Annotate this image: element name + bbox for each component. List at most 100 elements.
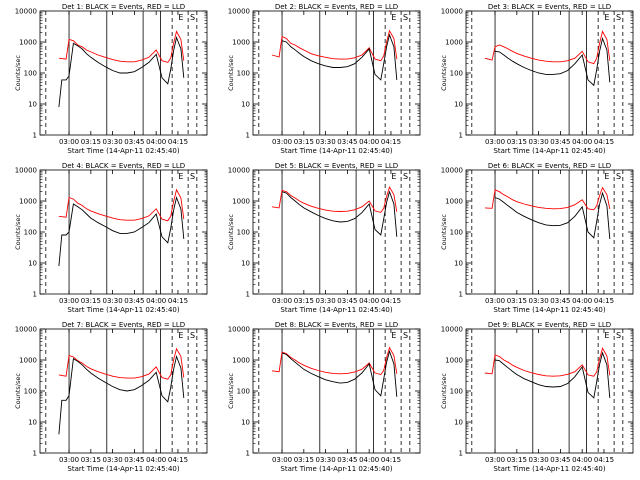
panel-det-1: Det 1: BLACK = Events, RED = LLD E S 1 10 100… [14, 3, 208, 155]
x-tick-label: 03:30 [103, 138, 123, 146]
y-tick-label: 10 [454, 260, 463, 268]
x-axis-label: Start Time (14-Apr-11 02:45:40) [280, 465, 392, 473]
y-tick-label: 1000 [445, 39, 463, 47]
x-tick-label: 04:15 [168, 456, 188, 464]
y-tick-label: 100 [450, 70, 463, 78]
x-tick-label: 03:15 [294, 456, 314, 464]
panel-title: Det 3: BLACK = Events, RED = LLD [488, 3, 611, 11]
x-tick-label: 03:15 [507, 456, 527, 464]
y-tick-label: 1 [246, 132, 250, 140]
series-line-events [281, 190, 398, 237]
series-line-events [494, 351, 611, 399]
panel-title: Det 9: BLACK = Events, RED = LLD [488, 321, 611, 329]
y-axis-label: Counts/sec [440, 214, 448, 250]
y-tick-label: 1 [459, 132, 463, 140]
x-tick-label: 03:45 [337, 456, 357, 464]
x-tick-label: 03:45 [337, 297, 357, 305]
plot-frame [39, 328, 208, 454]
y-tick-label: 100 [24, 70, 37, 78]
x-tick-label: 04:00 [146, 138, 166, 146]
y-tick-label: 10 [28, 419, 37, 427]
plot-frame [465, 10, 634, 136]
y-tick-label: 1000 [19, 39, 37, 47]
y-tick-label: 10000 [228, 326, 250, 334]
region-letter: E [604, 331, 609, 340]
x-axis-label: Start Time (14-Apr-11 02:45:40) [67, 306, 179, 314]
region-letter: E [178, 172, 183, 181]
series-line-events [494, 191, 611, 239]
y-tick-label: 100 [24, 388, 37, 396]
x-axis-label: Start Time (14-Apr-11 02:45:40) [67, 147, 179, 155]
x-tick-label: 03:00 [485, 138, 505, 146]
panel-title: Det 6: BLACK = Events, RED = LLD [488, 162, 611, 170]
plot-frame [465, 169, 634, 295]
y-axis-label: Counts/sec [227, 214, 235, 250]
x-tick-label: 03:30 [529, 297, 549, 305]
y-axis-label: Counts/sec [14, 373, 22, 409]
region-letter: S [403, 13, 408, 22]
x-axis-label: Start Time (14-Apr-11 02:45:40) [280, 147, 392, 155]
x-tick-label: 03:45 [550, 297, 570, 305]
y-tick-label: 1000 [232, 198, 250, 206]
y-tick-label: 100 [237, 229, 250, 237]
region-letter: S [190, 13, 195, 22]
x-tick-label: 04:00 [572, 138, 592, 146]
x-tick-label: 03:30 [316, 138, 336, 146]
y-axis-label: Counts/sec [440, 55, 448, 91]
x-axis-label: Start Time (14-Apr-11 02:45:40) [67, 465, 179, 473]
x-tick-label: 03:15 [81, 297, 101, 305]
panel-det-9: Det 9: BLACK = Events, RED = LLD E S 1 10 100… [440, 321, 634, 473]
x-tick-label: 03:00 [485, 456, 505, 464]
y-tick-label: 100 [450, 229, 463, 237]
region-letter: E [391, 331, 396, 340]
x-tick-label: 04:00 [146, 297, 166, 305]
region-letter: E [391, 172, 396, 181]
y-tick-label: 10 [28, 101, 37, 109]
x-tick-label: 03:30 [103, 297, 123, 305]
panel-title: Det 4: BLACK = Events, RED = LLD [62, 162, 185, 170]
series-line-lld [484, 347, 611, 377]
y-tick-label: 10 [454, 101, 463, 109]
x-tick-label: 04:15 [594, 456, 614, 464]
series-line-lld [484, 186, 611, 211]
x-tick-label: 03:15 [294, 297, 314, 305]
y-tick-label: 100 [237, 388, 250, 396]
x-tick-label: 03:45 [124, 297, 144, 305]
x-axis-label: Start Time (14-Apr-11 02:45:40) [493, 306, 605, 314]
x-axis-label: Start Time (14-Apr-11 02:45:40) [493, 465, 605, 473]
y-tick-label: 1000 [232, 357, 250, 365]
x-tick-label: 04:15 [168, 297, 188, 305]
region-letter: E [604, 13, 609, 22]
y-tick-label: 1000 [19, 198, 37, 206]
region-letter: S [616, 331, 621, 340]
x-tick-label: 03:00 [272, 456, 292, 464]
series-line-events [281, 33, 398, 81]
series-line-lld [58, 30, 185, 63]
x-tick-label: 03:00 [59, 456, 79, 464]
panel-title: Det 1: BLACK = Events, RED = LLD [62, 3, 185, 11]
series-line-events [281, 349, 398, 397]
y-tick-label: 1000 [445, 198, 463, 206]
x-tick-label: 03:00 [272, 297, 292, 305]
y-tick-label: 100 [237, 70, 250, 78]
plot-frame [252, 10, 421, 136]
plot-frame [465, 328, 634, 454]
y-tick-label: 1 [459, 291, 463, 299]
x-tick-label: 04:00 [146, 456, 166, 464]
region-letter: S [190, 331, 195, 340]
plot-frame [39, 169, 208, 295]
y-axis-label: Counts/sec [14, 55, 22, 91]
x-tick-label: 03:15 [81, 138, 101, 146]
x-tick-label: 03:00 [59, 297, 79, 305]
x-tick-label: 04:15 [168, 138, 188, 146]
y-tick-label: 10 [241, 419, 250, 427]
region-letter: S [616, 172, 621, 181]
panel-det-7: Det 7: BLACK = Events, RED = LLD E S 1 10 100… [14, 321, 208, 473]
series-line-lld [58, 188, 185, 222]
panel-det-5: Det 5: BLACK = Events, RED = LLD E S 1 10 100… [227, 162, 421, 314]
x-tick-label: 04:00 [572, 297, 592, 305]
plot-frame [252, 169, 421, 295]
x-tick-label: 03:30 [316, 456, 336, 464]
y-tick-label: 10000 [441, 167, 463, 175]
